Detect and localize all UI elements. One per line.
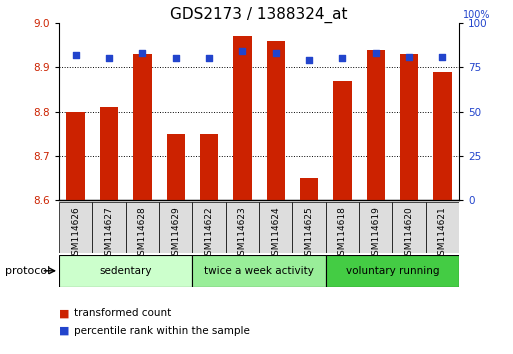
- Bar: [433, 72, 451, 200]
- Point: [405, 54, 413, 59]
- FancyBboxPatch shape: [192, 202, 226, 253]
- Text: ■: ■: [59, 308, 69, 318]
- FancyBboxPatch shape: [259, 202, 292, 253]
- FancyBboxPatch shape: [59, 202, 92, 253]
- Point: [238, 48, 246, 54]
- Point: [338, 56, 346, 61]
- Bar: [67, 112, 85, 200]
- Text: GSM114629: GSM114629: [171, 206, 180, 261]
- FancyBboxPatch shape: [192, 255, 326, 287]
- FancyBboxPatch shape: [59, 255, 192, 287]
- Text: GSM114620: GSM114620: [405, 206, 413, 261]
- Text: GSM114621: GSM114621: [438, 206, 447, 261]
- Point: [105, 56, 113, 61]
- Bar: [167, 134, 185, 200]
- Point: [205, 56, 213, 61]
- FancyBboxPatch shape: [292, 202, 326, 253]
- Text: GSM114624: GSM114624: [271, 206, 280, 261]
- Bar: [367, 50, 385, 200]
- Text: GSM114627: GSM114627: [105, 206, 113, 261]
- Point: [371, 50, 380, 56]
- Bar: [200, 134, 218, 200]
- Text: percentile rank within the sample: percentile rank within the sample: [74, 326, 250, 336]
- FancyBboxPatch shape: [226, 202, 259, 253]
- Point: [171, 56, 180, 61]
- Bar: [233, 36, 251, 200]
- Point: [138, 50, 146, 56]
- FancyBboxPatch shape: [392, 202, 426, 253]
- FancyBboxPatch shape: [326, 255, 459, 287]
- Point: [271, 50, 280, 56]
- FancyBboxPatch shape: [159, 202, 192, 253]
- Bar: [133, 54, 151, 200]
- Text: GSM114623: GSM114623: [238, 206, 247, 261]
- Text: GSM114619: GSM114619: [371, 206, 380, 261]
- FancyBboxPatch shape: [359, 202, 392, 253]
- Bar: [300, 178, 318, 200]
- Text: GSM114626: GSM114626: [71, 206, 80, 261]
- Text: protocol: protocol: [5, 266, 50, 276]
- FancyBboxPatch shape: [326, 202, 359, 253]
- Text: twice a week activity: twice a week activity: [204, 266, 314, 276]
- Text: sedentary: sedentary: [100, 266, 152, 276]
- Text: voluntary running: voluntary running: [346, 266, 439, 276]
- Text: GSM114622: GSM114622: [205, 206, 213, 261]
- FancyBboxPatch shape: [426, 202, 459, 253]
- Text: 100%: 100%: [463, 10, 491, 20]
- Text: ■: ■: [59, 326, 69, 336]
- Bar: [267, 41, 285, 200]
- Bar: [333, 81, 351, 200]
- Point: [305, 57, 313, 63]
- Point: [71, 52, 80, 58]
- FancyBboxPatch shape: [126, 202, 159, 253]
- Text: transformed count: transformed count: [74, 308, 172, 318]
- FancyBboxPatch shape: [92, 202, 126, 253]
- Point: [438, 54, 446, 59]
- Text: GSM114628: GSM114628: [138, 206, 147, 261]
- Title: GDS2173 / 1388324_at: GDS2173 / 1388324_at: [170, 7, 348, 23]
- Bar: [400, 54, 418, 200]
- Bar: [100, 107, 118, 200]
- Text: GSM114618: GSM114618: [338, 206, 347, 261]
- Text: GSM114625: GSM114625: [305, 206, 313, 261]
